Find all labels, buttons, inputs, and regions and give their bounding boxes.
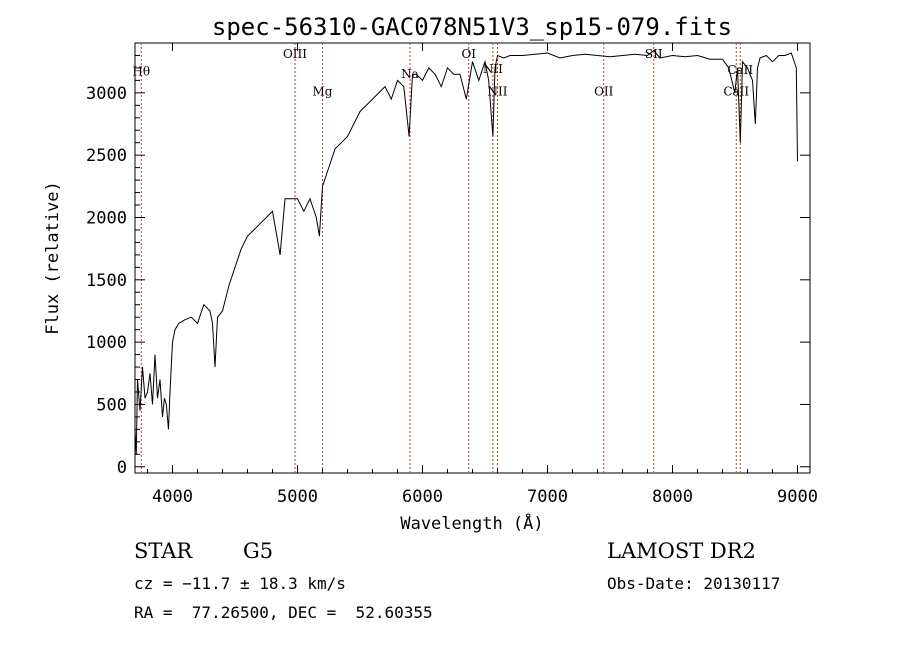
- y-tick-label: 2000: [86, 208, 127, 228]
- spectral-line-label: Na: [401, 67, 419, 81]
- x-tick-label: 7000: [527, 487, 568, 507]
- x-tick-label: 6000: [402, 487, 443, 507]
- spectral-line-label: OI: [461, 47, 476, 61]
- chart-title: spec-56310-GAC078N51V3_sp15-079.fits: [212, 13, 732, 41]
- spectrum-line: [134, 49, 798, 455]
- spectral-line-label: CaII: [727, 63, 753, 77]
- x-axis-label: Wavelength (Å): [400, 512, 543, 534]
- y-tick-label: 0: [117, 458, 127, 478]
- spectral-line-label: OII: [594, 84, 614, 98]
- coordinates-readout: RA = 77.26500, DEC = 52.60355: [134, 603, 433, 622]
- object-subclass: G5: [243, 539, 274, 563]
- y-tick-label: 500: [96, 395, 127, 415]
- x-tick-label: 4000: [152, 487, 193, 507]
- x-tick-label: 8000: [652, 487, 693, 507]
- y-tick-label: 3000: [86, 84, 127, 104]
- object-class: STAR: [134, 539, 193, 563]
- y-tick-label: 1000: [86, 333, 127, 353]
- x-tick-label: 5000: [277, 487, 318, 507]
- spectral-line-label: OIII: [283, 47, 307, 61]
- spectral-line-label: SII: [645, 47, 663, 61]
- obs-date: Obs-Date: 20130117: [607, 574, 781, 593]
- y-tick-label: 2500: [86, 146, 127, 166]
- spectral-line-label: Mg: [313, 84, 333, 98]
- x-tick-label: 9000: [777, 487, 818, 507]
- spectral-line-label: NII: [483, 62, 503, 76]
- plot-frame: [134, 42, 811, 474]
- spectral-line-label: CaII: [723, 84, 749, 98]
- y-tick-label: 1500: [86, 271, 127, 291]
- spectral-line-label: NII: [488, 84, 508, 98]
- y-axis-label: Flux (relative): [43, 181, 63, 335]
- spectral-line-label: Hθ: [132, 64, 150, 78]
- redshift-readout: cz = −11.7 ± 18.3 km/s: [134, 574, 346, 593]
- survey-name: LAMOST DR2: [607, 539, 756, 563]
